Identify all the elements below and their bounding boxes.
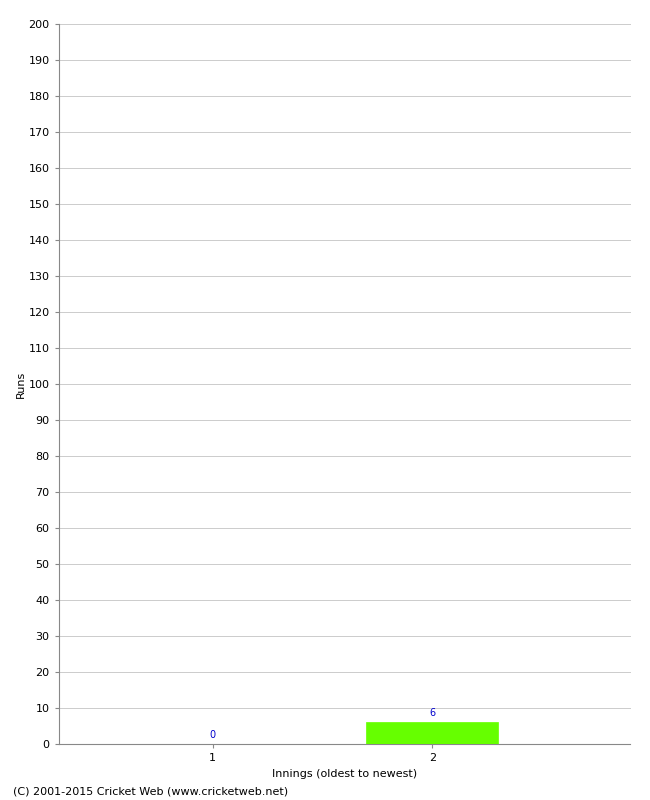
Text: (C) 2001-2015 Cricket Web (www.cricketweb.net): (C) 2001-2015 Cricket Web (www.cricketwe… <box>13 786 288 796</box>
Bar <box>367 722 499 744</box>
X-axis label: Innings (oldest to newest): Innings (oldest to newest) <box>272 769 417 778</box>
Text: 0: 0 <box>209 730 216 740</box>
Text: 6: 6 <box>430 708 436 718</box>
Y-axis label: Runs: Runs <box>16 370 25 398</box>
